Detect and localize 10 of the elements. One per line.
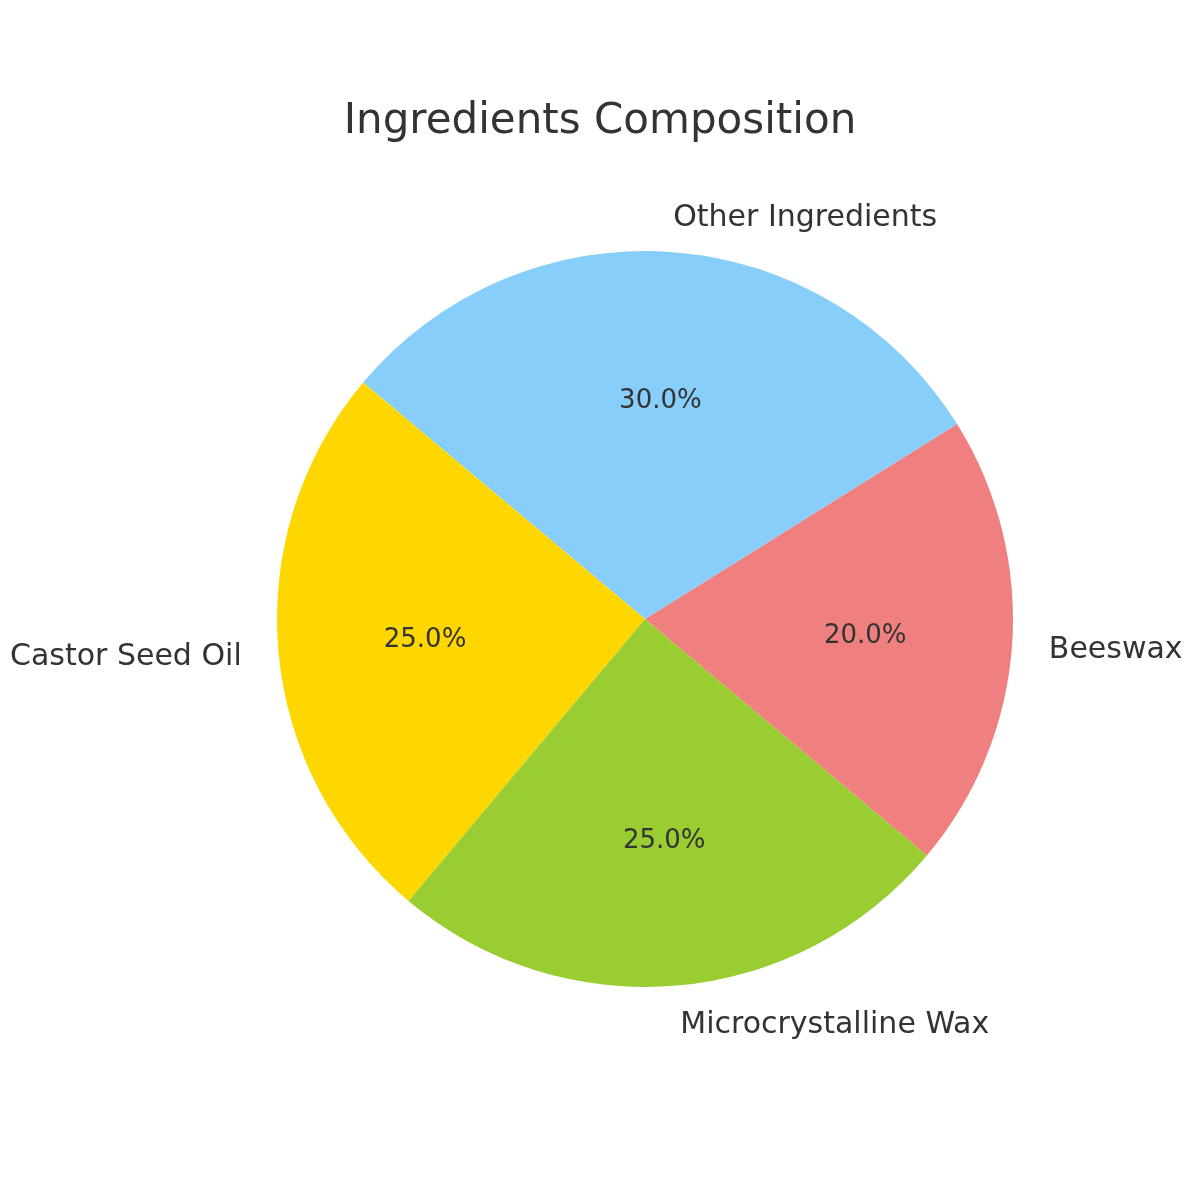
data-label: 25.0% [383, 623, 467, 654]
slice-label: Castor Seed Oil [9, 636, 242, 672]
data-label: 25.0% [622, 823, 706, 854]
data-label: 20.0% [823, 619, 907, 650]
slice-label: Beeswax [1048, 629, 1183, 665]
pie-slice [363, 251, 958, 619]
slice-label: Microcrystalline Wax [680, 1004, 990, 1040]
data-label: 30.0% [619, 383, 702, 414]
slice-label: Other Ingredients [673, 197, 938, 233]
chart-title: Ingredients Composition [342, 94, 858, 143]
